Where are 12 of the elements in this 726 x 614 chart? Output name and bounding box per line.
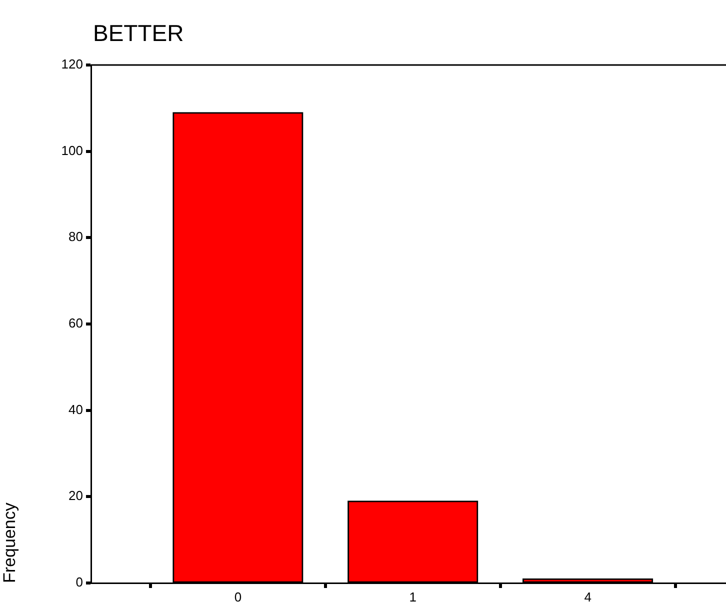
x-tick-label: 0 bbox=[234, 589, 242, 604]
y-tick-label: 80 bbox=[68, 229, 83, 244]
chart-title: BETTER bbox=[93, 20, 184, 47]
x-tick-label: 1 bbox=[409, 589, 416, 604]
y-tick-label: 20 bbox=[68, 488, 83, 504]
y-tick-label: 120 bbox=[61, 56, 83, 72]
y-tick-label: 0 bbox=[76, 574, 83, 590]
x-tick-label: 4 bbox=[584, 589, 592, 604]
y-axis-title: Frequency bbox=[0, 502, 19, 583]
y-tick-label: 60 bbox=[68, 316, 83, 331]
y-tick-label: 100 bbox=[61, 142, 83, 158]
y-tick-label: 40 bbox=[68, 402, 83, 417]
